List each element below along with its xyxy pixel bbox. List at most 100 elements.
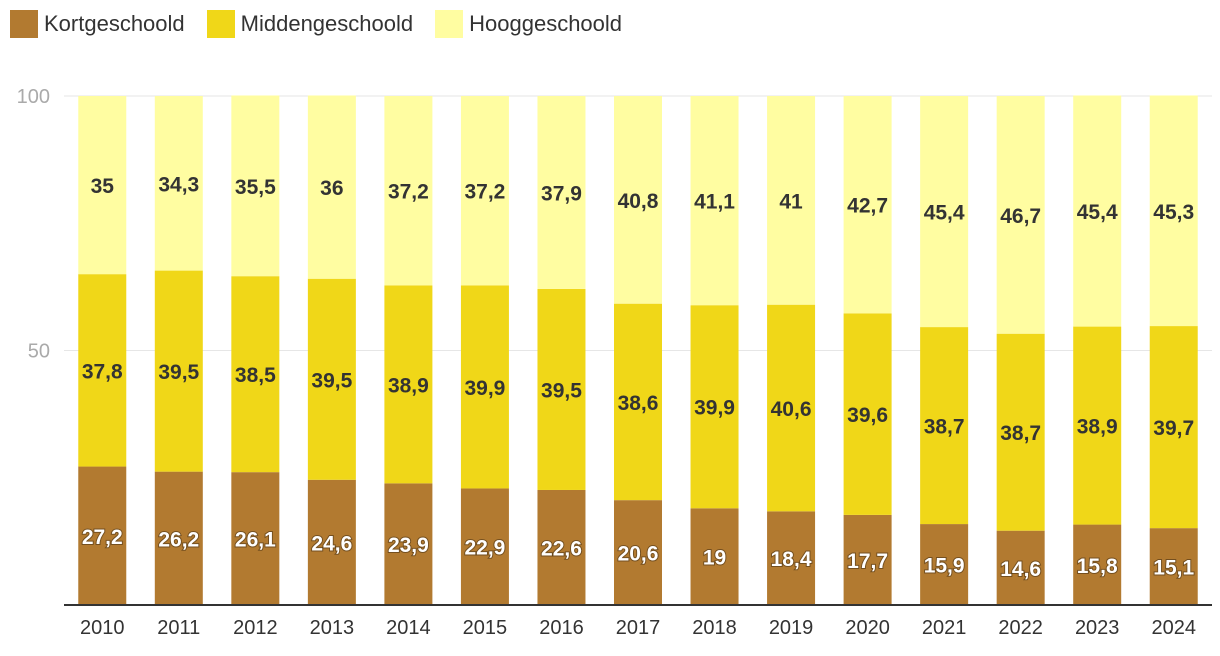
bar-middengeschoold-2011 xyxy=(154,270,203,472)
bar-hooggeschoold-2016 xyxy=(537,96,586,289)
bar-kortgeschoold-2021 xyxy=(920,524,969,605)
data-label-kortgeschoold-2024: 15,1 xyxy=(1153,557,1194,580)
data-label-kortgeschoold-2016: 22,6 xyxy=(541,537,582,560)
bar-kortgeschoold-2020 xyxy=(843,514,892,605)
data-label-hooggeschoold-2017: 40,8 xyxy=(618,190,659,213)
legend-label-hooggeschoold: Hooggeschoold xyxy=(469,11,623,36)
data-label-hooggeschoold-2020: 42,7 xyxy=(847,195,888,218)
data-label-middengeschoold-2022: 38,7 xyxy=(1000,422,1041,445)
data-label-hooggeschoold-2011: 34,3 xyxy=(158,173,199,196)
bar-hooggeschoold-2014 xyxy=(384,96,433,286)
data-label-hooggeschoold-2015: 37,2 xyxy=(464,181,505,204)
bar-kortgeschoold-2012 xyxy=(231,472,280,605)
bar-hooggeschoold-2017 xyxy=(614,96,662,304)
bar-middengeschoold-2018 xyxy=(690,305,739,509)
bar-hooggeschoold-2020 xyxy=(843,96,892,314)
x-tick-label-2021: 2021 xyxy=(922,617,967,639)
bar-kortgeschoold-2019 xyxy=(767,511,816,605)
legend-item-kortgeschoold[interactable]: Kortgeschoold xyxy=(10,10,185,38)
bar-middengeschoold-2016 xyxy=(537,288,586,490)
legend-label-kortgeschoold: Kortgeschoold xyxy=(44,11,185,36)
x-tick-label-2020: 2020 xyxy=(845,617,890,639)
data-label-kortgeschoold-2019: 18,4 xyxy=(771,548,812,571)
x-tick-label-2012: 2012 xyxy=(233,617,278,639)
data-label-middengeschoold-2011: 39,5 xyxy=(158,361,199,384)
bar-middengeschoold-2017 xyxy=(614,303,662,501)
data-label-middengeschoold-2021: 38,7 xyxy=(924,416,965,439)
bar-kortgeschoold-2016 xyxy=(537,489,586,605)
data-label-kortgeschoold-2012: 26,1 xyxy=(235,529,276,552)
bar-kortgeschoold-2015 xyxy=(460,488,509,605)
data-label-kortgeschoold-2010: 27,2 xyxy=(82,526,123,549)
bar-middengeschoold-2020 xyxy=(843,313,892,515)
data-label-middengeschoold-2018: 39,9 xyxy=(694,397,735,420)
bar-hooggeschoold-2021 xyxy=(920,96,969,328)
data-label-middengeschoold-2023: 38,9 xyxy=(1077,416,1118,439)
data-label-middengeschoold-2013: 39,5 xyxy=(311,369,352,392)
data-label-middengeschoold-2019: 40,6 xyxy=(771,398,812,421)
x-tick-label-2023: 2023 xyxy=(1075,617,1120,639)
legend-item-middengeschoold[interactable]: Middengeschoold xyxy=(206,10,414,38)
bar-hooggeschoold-2011 xyxy=(154,96,203,271)
x-tick-label-2013: 2013 xyxy=(310,617,355,639)
bar-hooggeschoold-2015 xyxy=(460,96,509,286)
data-label-hooggeschoold-2018: 41,1 xyxy=(694,191,735,214)
bar-hooggeschoold-2010 xyxy=(78,96,127,275)
bar-hooggeschoold-2023 xyxy=(1073,95,1122,327)
bar-middengeschoold-2019 xyxy=(767,304,816,512)
data-label-kortgeschoold-2021: 15,9 xyxy=(924,555,965,578)
data-label-middengeschoold-2024: 39,7 xyxy=(1153,417,1194,440)
bar-middengeschoold-2023 xyxy=(1073,326,1122,525)
data-label-hooggeschoold-2023: 45,4 xyxy=(1077,201,1118,224)
data-label-hooggeschoold-2012: 35,5 xyxy=(235,176,276,199)
data-label-hooggeschoold-2024: 45,3 xyxy=(1153,201,1194,224)
bar-middengeschoold-2013 xyxy=(307,278,356,480)
legend-swatch-middengeschoold xyxy=(206,10,235,38)
x-tick-label-2016: 2016 xyxy=(539,617,584,639)
data-label-middengeschoold-2020: 39,6 xyxy=(847,404,888,427)
x-tick-label-2014: 2014 xyxy=(386,617,431,639)
data-label-hooggeschoold-2019: 41 xyxy=(779,190,803,213)
bar-kortgeschoold-2017 xyxy=(614,500,662,605)
data-label-hooggeschoold-2022: 46,7 xyxy=(1000,205,1041,228)
legend-item-hooggeschoold[interactable]: Hooggeschoold xyxy=(435,10,622,38)
bar-hooggeschoold-2022 xyxy=(996,96,1045,334)
data-label-hooggeschoold-2016: 37,9 xyxy=(541,182,582,205)
bar-kortgeschoold-2013 xyxy=(307,479,356,605)
bar-hooggeschoold-2012 xyxy=(231,95,280,277)
x-tick-label-2024: 2024 xyxy=(1151,617,1196,639)
bar-kortgeschoold-2018 xyxy=(690,508,739,605)
bar-middengeschoold-2024 xyxy=(1149,326,1198,529)
data-label-middengeschoold-2016: 39,5 xyxy=(541,379,582,402)
legend: Kortgeschoold Middengeschoold Hooggescho… xyxy=(10,8,644,40)
data-label-middengeschoold-2010: 37,8 xyxy=(82,360,123,383)
data-label-kortgeschoold-2015: 22,9 xyxy=(464,537,505,560)
data-label-middengeschoold-2015: 39,9 xyxy=(464,377,505,400)
x-tick-label-2010: 2010 xyxy=(80,617,125,639)
data-label-hooggeschoold-2010: 35 xyxy=(91,175,115,198)
bar-middengeschoold-2015 xyxy=(460,285,509,489)
data-label-kortgeschoold-2013: 24,6 xyxy=(311,532,352,555)
data-label-kortgeschoold-2023: 15,8 xyxy=(1077,555,1118,578)
y-tick-label-100: 100 xyxy=(17,86,50,108)
bar-middengeschoold-2010 xyxy=(78,274,127,467)
legend-swatch-hooggeschoold xyxy=(435,10,464,38)
legend-swatch-kortgeschoold xyxy=(10,10,38,38)
bar-middengeschoold-2014 xyxy=(384,285,433,484)
bar-middengeschoold-2022 xyxy=(996,333,1045,531)
bar-kortgeschoold-2024 xyxy=(1149,528,1198,605)
bar-kortgeschoold-2011 xyxy=(154,471,203,605)
data-label-kortgeschoold-2018: 19 xyxy=(703,547,726,570)
bar-kortgeschoold-2023 xyxy=(1073,524,1122,605)
data-label-kortgeschoold-2020: 17,7 xyxy=(847,550,888,573)
legend-label-middengeschoold: Middengeschoold xyxy=(240,11,414,36)
bar-kortgeschoold-2014 xyxy=(384,483,433,605)
data-label-hooggeschoold-2013: 36 xyxy=(320,177,343,200)
bar-hooggeschoold-2018 xyxy=(690,96,739,306)
x-tick-label-2018: 2018 xyxy=(692,617,737,639)
bar-hooggeschoold-2024 xyxy=(1149,95,1198,327)
data-label-hooggeschoold-2021: 45,4 xyxy=(924,202,965,225)
bar-kortgeschoold-2022 xyxy=(996,530,1045,605)
x-tick-label-2019: 2019 xyxy=(769,617,814,639)
